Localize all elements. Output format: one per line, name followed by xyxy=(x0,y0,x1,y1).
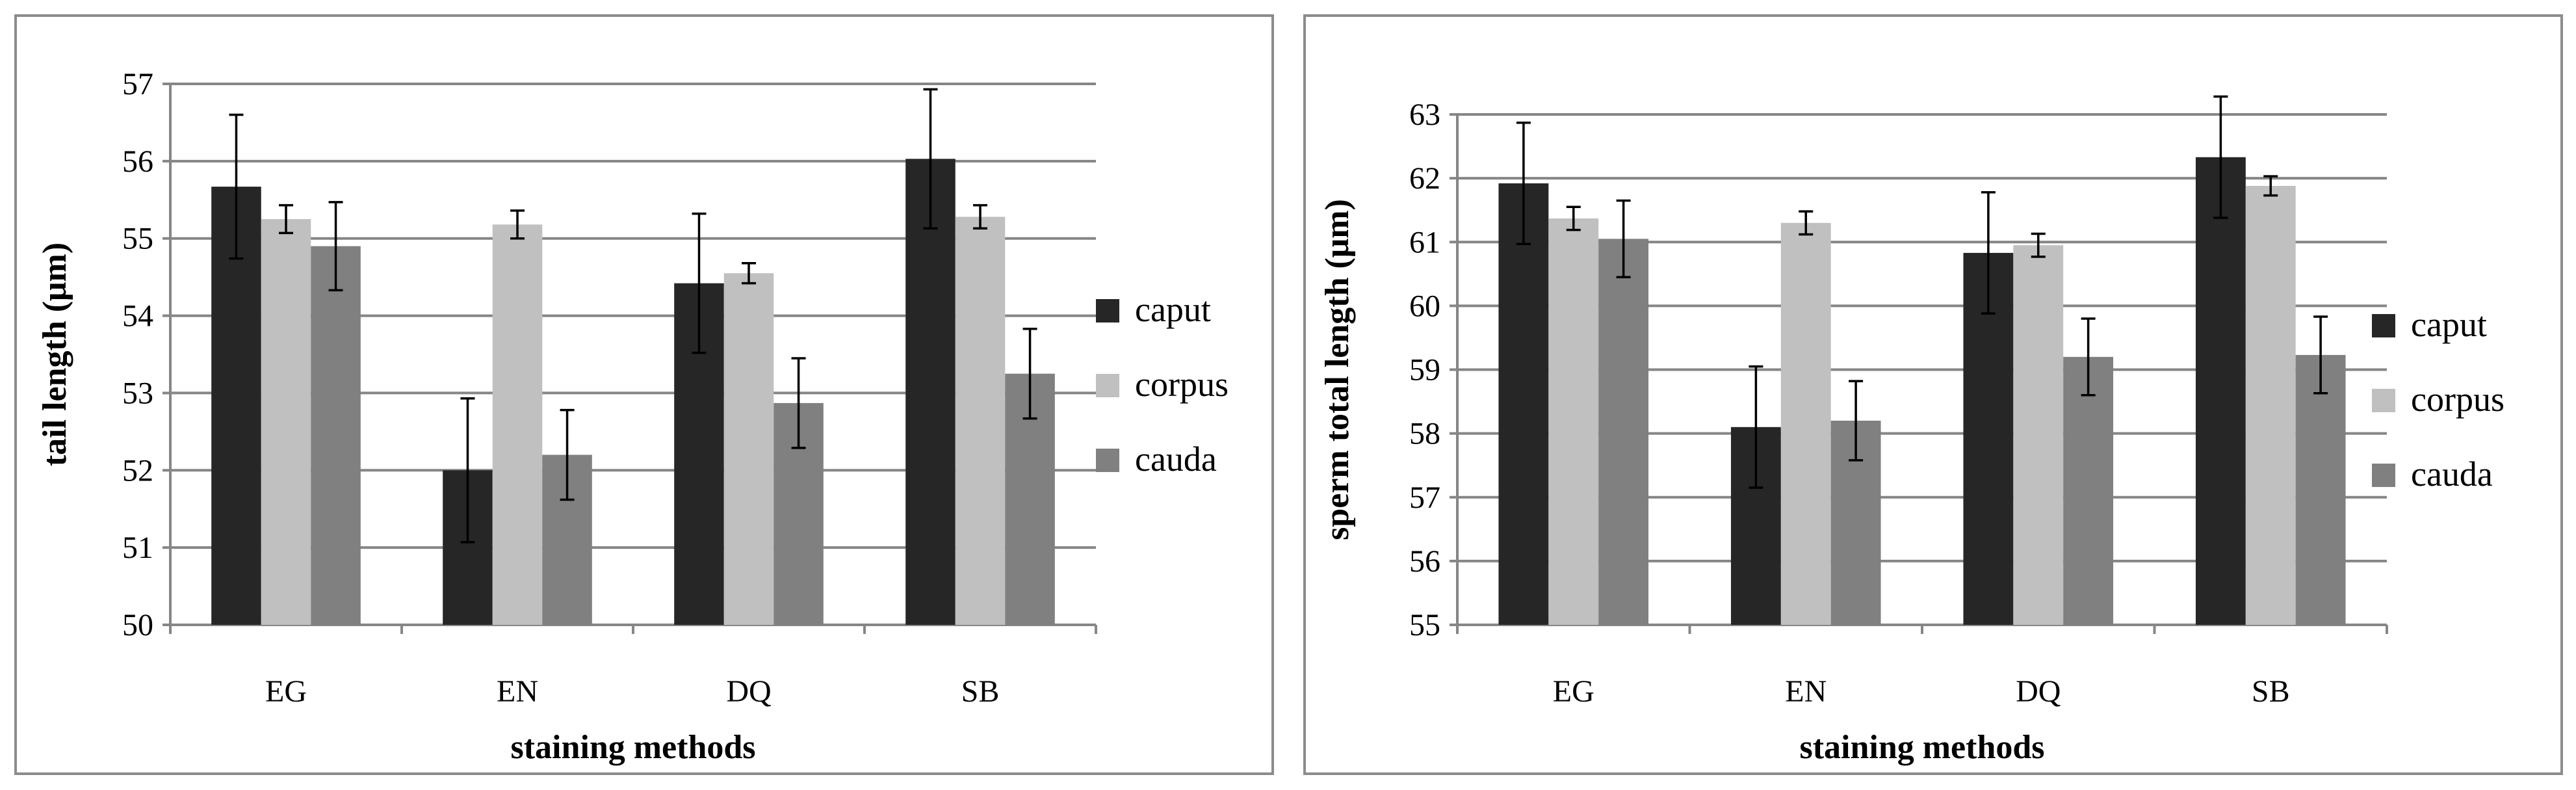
legend-swatch-corpus xyxy=(1096,374,1119,397)
y-tick-label: 50 xyxy=(122,608,153,642)
x-tick-label: SB xyxy=(2252,674,2290,709)
y-tick-label: 58 xyxy=(1409,417,1440,451)
y-tick-label: 57 xyxy=(1409,481,1440,515)
bar-corpus-sb xyxy=(955,217,1006,625)
bar-corpus-sb xyxy=(2245,185,2296,625)
tail-length-chart-panel: 50 51 52 53 54 55 56 57 EG EN DQ SB staining methods… xyxy=(14,14,1274,775)
bar-caput-eg xyxy=(1498,183,1549,625)
bar-caput-sb xyxy=(905,159,956,625)
bar-corpus-dq xyxy=(2013,245,2064,625)
y-tick-label: 55 xyxy=(122,222,153,256)
bar-caput-dq xyxy=(1963,252,2014,625)
y-axis-title: tail length (μm) xyxy=(36,243,73,466)
total-length-chart-panel: 55 56 57 58 59 60 61 62 63 EG EN DQ SB staining metho… xyxy=(1303,14,2563,775)
y-tick-label: 56 xyxy=(1409,544,1440,579)
legend-label-caput: caput xyxy=(2411,305,2487,344)
legend-label-cauda: cauda xyxy=(1135,440,1217,479)
x-tick-label: EG xyxy=(1553,674,1594,709)
y-tick-label: 61 xyxy=(1409,225,1440,259)
legend-swatch-cauda xyxy=(1096,449,1119,472)
legend-label-corpus: corpus xyxy=(2411,380,2504,419)
y-tick-label: 51 xyxy=(122,531,153,565)
y-tick-label: 54 xyxy=(122,299,153,334)
x-tick-label: DQ xyxy=(726,674,771,709)
legend-swatch-caput xyxy=(2372,314,2395,337)
bar-cauda-dq xyxy=(2063,356,2114,625)
y-tick-label: 60 xyxy=(1409,289,1440,323)
x-tick-label: EN xyxy=(497,674,538,709)
legend-swatch-cauda xyxy=(2372,464,2395,487)
bar-corpus-en xyxy=(1780,222,1831,625)
x-axis-title: staining methods xyxy=(1799,729,2044,766)
legend-label-corpus: corpus xyxy=(1135,365,1229,404)
bar-corpus-eg xyxy=(1548,218,1599,625)
bar-caput-eg xyxy=(211,187,261,625)
legend-label-cauda: cauda xyxy=(2411,454,2493,494)
y-tick-label: 62 xyxy=(1409,161,1440,196)
legend-swatch-corpus xyxy=(2372,389,2395,412)
bar-caput-sb xyxy=(2195,157,2246,625)
x-tick-label: EN xyxy=(1785,674,1827,709)
y-tick-label: 57 xyxy=(122,67,153,101)
x-axis-title: staining methods xyxy=(510,729,755,766)
x-tick-label: SB xyxy=(961,674,1000,709)
y-tick-label: 59 xyxy=(1409,353,1440,388)
bar-cauda-eg xyxy=(1598,239,1649,625)
bar-corpus-eg xyxy=(261,219,311,625)
bar-cauda-sb xyxy=(2295,354,2346,625)
total-length-chart: 55 56 57 58 59 60 61 62 63 EG EN DQ SB staining metho… xyxy=(1319,95,2504,766)
bar-corpus-dq xyxy=(723,273,774,625)
y-tick-label: 55 xyxy=(1409,608,1440,642)
y-tick-label: 63 xyxy=(1409,98,1440,132)
bar-corpus-en xyxy=(492,224,543,625)
x-tick-label: EG xyxy=(265,674,307,709)
y-tick-label: 52 xyxy=(122,453,153,488)
bar-cauda-eg xyxy=(311,246,361,625)
y-tick-label: 53 xyxy=(122,376,153,410)
legend-swatch-caput xyxy=(1096,299,1119,323)
legend-label-caput: caput xyxy=(1135,290,1211,329)
y-axis-title: sperm total length (μm) xyxy=(1319,199,1356,540)
x-tick-label: DQ xyxy=(2016,674,2061,709)
tail-length-chart: 50 51 52 53 54 55 56 57 EG EN DQ SB staining methods… xyxy=(36,67,1229,766)
y-tick-label: 56 xyxy=(122,144,153,179)
